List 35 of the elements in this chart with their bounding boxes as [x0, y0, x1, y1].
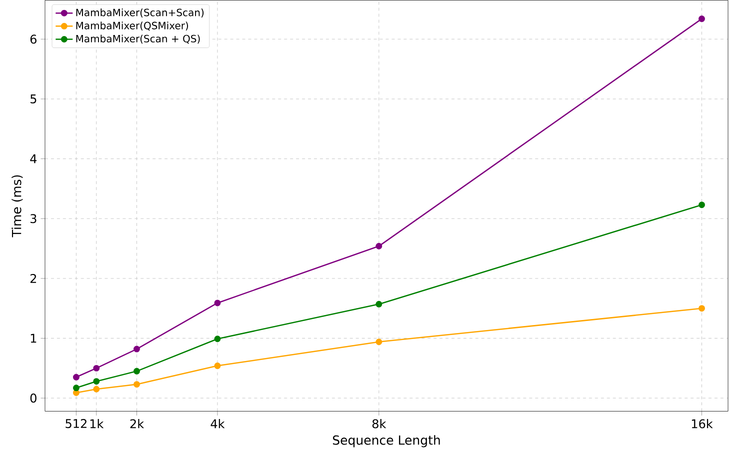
- y-tick-label: 4: [30, 154, 37, 164]
- x-axis-title: Sequence Length: [332, 435, 440, 448]
- point: [376, 300, 382, 308]
- y-tick-label: 1: [30, 334, 36, 343]
- point: [72, 384, 80, 392]
- point: [698, 15, 705, 22]
- legend-label: MambaMixer(Scan+Scan): [76, 8, 204, 18]
- legend-label: MambaMixer(QSMixer): [76, 21, 188, 30]
- point: [72, 374, 80, 380]
- point: [93, 386, 100, 392]
- y-tick-label: 2: [30, 274, 36, 283]
- x-tick-label: 8k: [372, 418, 386, 428]
- point: [214, 362, 221, 369]
- point: [698, 201, 705, 208]
- y-tick-label: 0: [30, 393, 36, 403]
- point: [376, 242, 382, 250]
- point: [93, 364, 100, 372]
- point: [698, 304, 705, 312]
- x-tick-label: 512: [66, 418, 86, 428]
- x-tick-label: 1k: [90, 418, 104, 428]
- y-axis-title: Time (ms): [12, 175, 23, 238]
- x-tick-label: 2k: [130, 418, 144, 428]
- y-tick-label: 3: [30, 214, 36, 224]
- point: [93, 378, 100, 384]
- point: [134, 346, 140, 352]
- legend-label: MambaMixer(Scan + QS): [76, 34, 200, 44]
- y-tick-label: 6: [30, 34, 36, 44]
- point: [134, 380, 140, 388]
- point: [214, 300, 221, 306]
- point: [134, 368, 140, 374]
- point: [376, 338, 382, 345]
- y-tick-label: 5: [30, 94, 36, 104]
- x-tick-label: 16k: [692, 418, 713, 428]
- point: [214, 335, 221, 342]
- x-tick-label: 4k: [210, 418, 225, 428]
